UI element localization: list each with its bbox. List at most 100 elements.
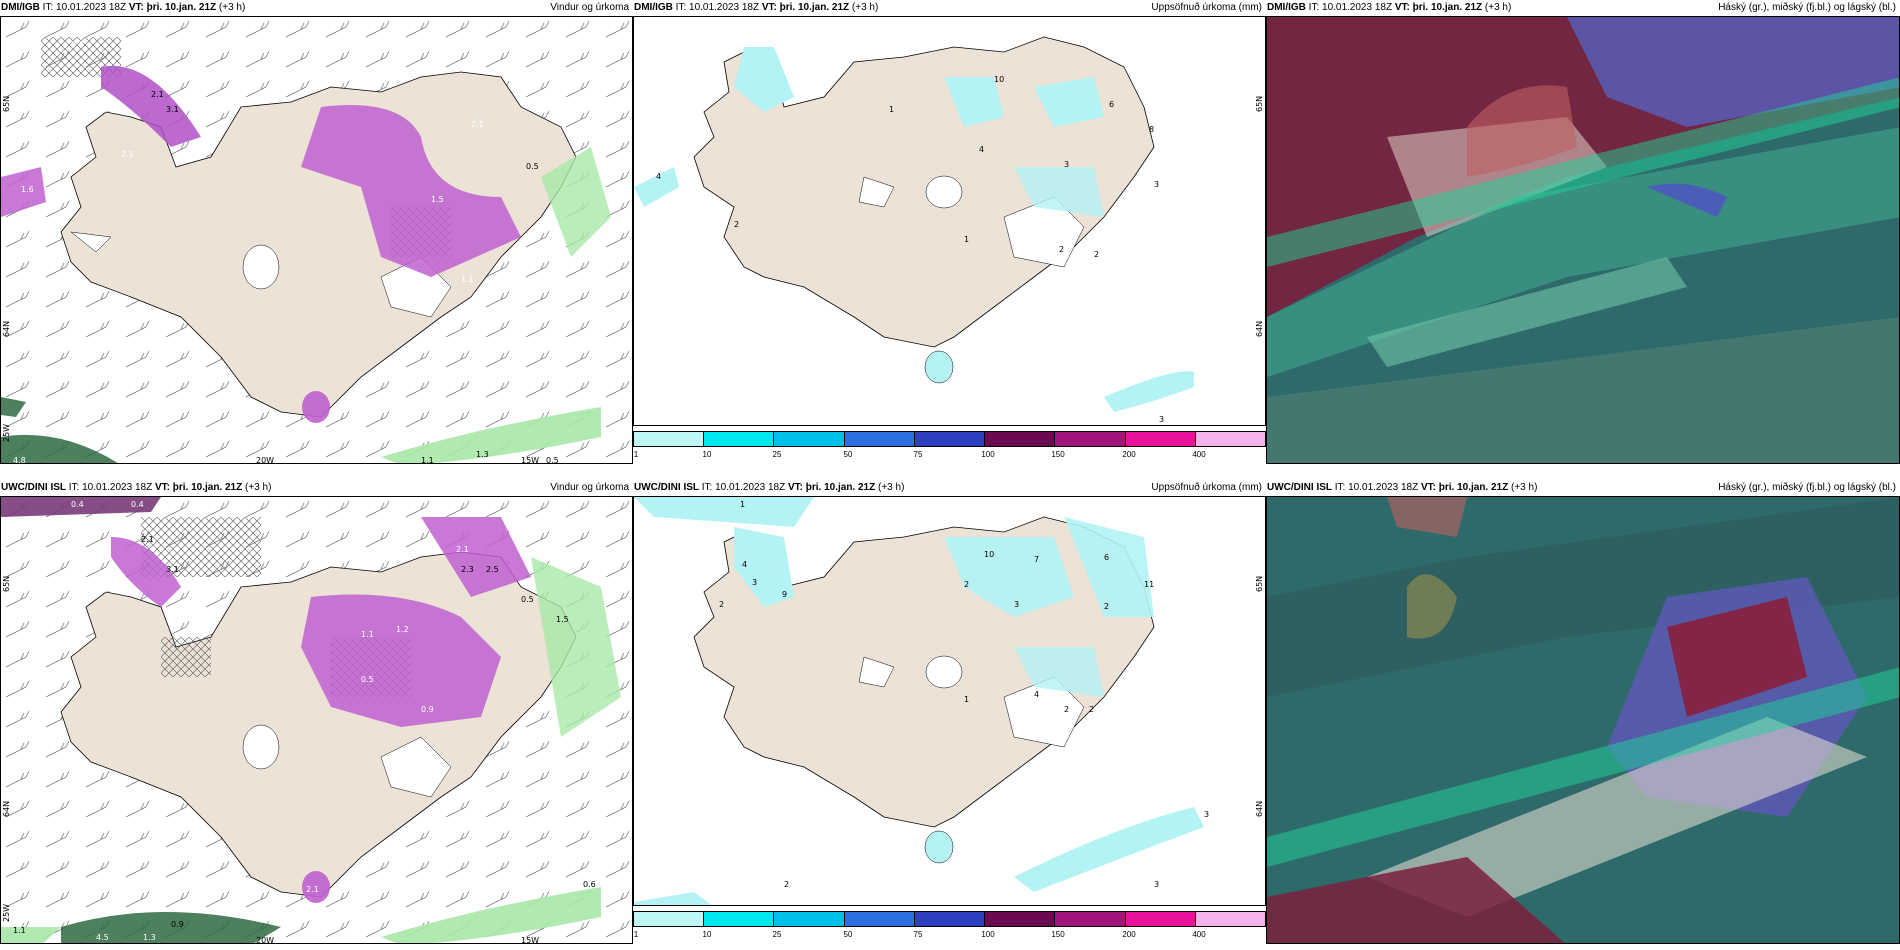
- wind-map: 0.4 0.4 2.1 3.1 2.1 1.2 0.5 1.1 2.3 2.5 …: [0, 496, 633, 944]
- precip-value-label: 1.3: [476, 450, 489, 459]
- wind-map-graphic: 0.3 2.1 3.1 2.1 1.6 2.1 0.5 1.5 1.1 4.8 …: [1, 17, 632, 464]
- init-time: IT: 10.01.2023 18Z: [1308, 2, 1393, 13]
- longitude-label: 20W: [256, 456, 274, 464]
- colorbar-swatch: [1195, 432, 1265, 446]
- precip-value-label: 1: [964, 695, 969, 704]
- model-name: UWC/DINI ISL: [634, 482, 699, 493]
- precip-value-label: 1: [740, 500, 745, 509]
- precip-value-label: 10: [984, 550, 994, 559]
- init-time: IT: 10.01.2023 18Z: [68, 482, 153, 493]
- precip-value-label: 2.1: [141, 535, 154, 544]
- panel-header: UWC/DINI ISL IT: 10.01.2023 18Z VT: þri.…: [1266, 480, 1900, 496]
- valid-time: VT: þri. 10.jan. 21Z: [761, 2, 850, 13]
- panel-header: UWC/DINI ISL IT: 10.01.2023 18Z VT: þri.…: [0, 480, 633, 496]
- colorbar-swatch: [914, 912, 986, 926]
- precip-map: 1 2 4 3 9 10 7 6 11 2 3 2 1 4 2 2 3 3 2 …: [633, 496, 1266, 906]
- precip-value-label: 1.1: [461, 275, 474, 284]
- precip-value-label: 0.4: [71, 500, 84, 509]
- precip-value-label: 4: [742, 560, 747, 569]
- panel-header: DMI/IGB IT: 10.01.2023 18Z VT: þri. 10.j…: [1266, 0, 1900, 16]
- cloud-map-graphic: [1267, 17, 1899, 463]
- latitude-label: 64N: [1255, 801, 1264, 817]
- longitude-label: 25W: [2, 424, 11, 442]
- cloud-map: [1266, 16, 1900, 464]
- precip-value-label: 3: [1204, 810, 1209, 819]
- precip-value-label: 4: [656, 172, 661, 181]
- wind-map-graphic: 0.4 0.4 2.1 3.1 2.1 1.2 0.5 1.1 2.3 2.5 …: [1, 497, 632, 944]
- init-time: IT: 10.01.2023 18Z: [675, 2, 760, 13]
- precip-value-label: 8: [1149, 125, 1154, 134]
- latitude-label: 65N: [2, 576, 11, 592]
- colorbar-tick: 100: [981, 930, 995, 939]
- panel-title: Uppsöfnuð úrkoma (mm): [1151, 2, 1262, 13]
- colorbar-tick: 50: [843, 930, 853, 939]
- lead-time: (+3 h): [851, 2, 879, 13]
- precip-value-label: 2: [1094, 250, 1099, 259]
- precip-value-label: 0.3: [71, 40, 84, 49]
- colorbar-swatch: [1125, 912, 1196, 926]
- init-time: IT: 10.01.2023 18Z: [42, 2, 127, 13]
- precip-map-graphic: 1 2 4 3 9 10 7 6 11 2 3 2 1 4 2 2 3 3 2 …: [634, 497, 1265, 905]
- precip-value-label: 4.5: [96, 933, 109, 942]
- precip-value-label: 1.1: [13, 926, 26, 935]
- precip-value-label: 1.5: [556, 615, 569, 624]
- colorbar-swatch: [844, 912, 915, 926]
- valid-time: VT: þri. 10.jan. 21Z: [154, 482, 243, 493]
- precip-value-label: 2.1: [471, 120, 484, 129]
- precip-value-label: 0.6: [583, 880, 596, 889]
- colorbar-tick: 200: [1122, 450, 1136, 459]
- lead-time: (+3 h): [878, 482, 905, 493]
- colorbar-tick: 150: [1051, 450, 1065, 459]
- colorbar-tick: 200: [1122, 930, 1136, 939]
- precip-value-label: 2: [719, 600, 724, 609]
- colorbar-tick: 1: [633, 930, 639, 939]
- colorbar-swatch: [985, 912, 1056, 926]
- colorbar-tick: 50: [843, 450, 853, 459]
- colorbar-swatch: [985, 432, 1056, 446]
- precip-value-label: 3: [1014, 600, 1019, 609]
- precip-value-label: 3.1: [166, 105, 179, 114]
- colorbar-ticks: 1 10 25 50 75 100 150 200 400: [633, 450, 1266, 460]
- colorbar-swatch: [1055, 432, 1126, 446]
- precip-value-label: 2: [964, 580, 969, 589]
- model-name: UWC/DINI ISL: [1, 482, 66, 493]
- latitude-label: 64N: [2, 801, 11, 817]
- precip-value-label: 3: [1064, 160, 1069, 169]
- panel-title: Háský (gr.), miðský (fj.bl.) og lágský (…: [1718, 2, 1896, 13]
- precip-value-label: 3: [752, 578, 757, 587]
- precip-value-label: 1.1: [361, 630, 374, 639]
- longitude-label: 15W: [521, 936, 539, 944]
- valid-time: VT: þri. 10.jan. 21Z: [1420, 482, 1509, 493]
- precip-value-label: 3: [1154, 180, 1159, 189]
- colorbar-tick: 150: [1051, 930, 1065, 939]
- init-time: IT: 10.01.2023 18Z: [701, 482, 786, 493]
- precip-value-label: 4: [1034, 690, 1039, 699]
- precip-value-label: 0.5: [361, 675, 374, 684]
- precip-value-label: 1.6: [21, 185, 34, 194]
- latitude-label: 65N: [1255, 96, 1264, 112]
- colorbar-tick: 75: [913, 450, 923, 459]
- precip-value-label: 0.9: [171, 920, 184, 929]
- latitude-label: 64N: [1255, 321, 1264, 337]
- precip-value-label: 2.3: [461, 565, 474, 574]
- colorbar-swatch: [844, 432, 915, 446]
- panel-header: DMI/IGB IT: 10.01.2023 18Z VT: þri. 10.j…: [633, 0, 1266, 16]
- colorbar-tick: 400: [1192, 930, 1206, 939]
- colorbar-swatch: [704, 912, 775, 926]
- colorbar-swatch: [634, 432, 705, 446]
- colorbar-tick: 75: [913, 930, 923, 939]
- precip-value-label: 4.8: [13, 456, 26, 464]
- precip-value-label: 0.9: [421, 705, 434, 714]
- init-time: IT: 10.01.2023 18Z: [1334, 482, 1419, 493]
- precip-panel-bottom: UWC/DINI ISL IT: 10.01.2023 18Z VT: þri.…: [633, 480, 1266, 950]
- panel-title: Vindur og úrkoma: [550, 2, 629, 13]
- iceland-land: [60, 71, 577, 418]
- precip-value-label: 2.1: [151, 90, 164, 99]
- precip-value-label: 6: [1104, 553, 1109, 562]
- precip-value-label: 1.2: [396, 625, 409, 634]
- wind-panel-top: DMI/IGB IT: 10.01.2023 18Z VT: þri. 10.j…: [0, 0, 633, 470]
- colorbar-tick: 10: [702, 930, 712, 939]
- lead-time: (+3 h): [1484, 2, 1512, 13]
- latitude-label: 65N: [2, 96, 11, 112]
- precip-value-label: 1.5: [431, 195, 444, 204]
